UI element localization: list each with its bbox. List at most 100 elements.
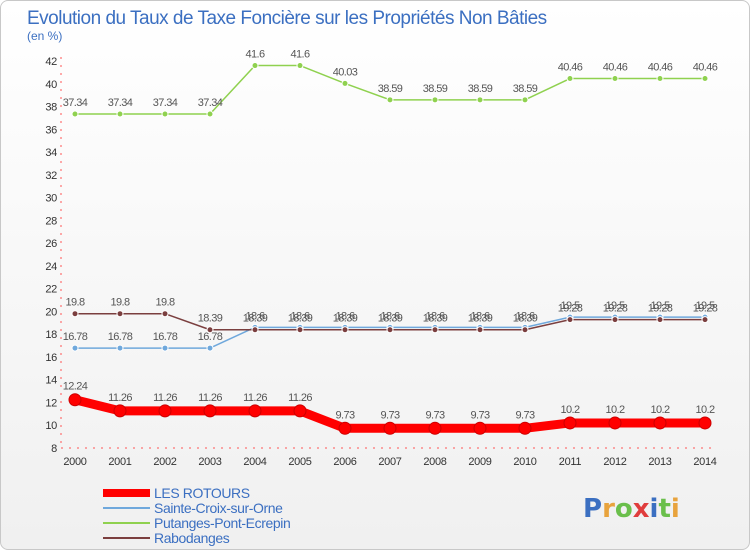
data-point xyxy=(68,393,82,407)
brand-letter: r xyxy=(602,494,615,524)
data-point xyxy=(248,404,262,418)
data-label: 19.5 xyxy=(560,300,579,312)
brand-letter: i xyxy=(671,494,680,524)
y-tick-label: 14 xyxy=(45,375,57,387)
data-point xyxy=(566,316,574,324)
data-point xyxy=(383,421,397,435)
y-tick-label: 42 xyxy=(45,56,57,68)
data-label: 16.78 xyxy=(198,331,223,343)
data-point xyxy=(338,421,352,435)
proxiti-logo: Proxiti xyxy=(583,494,680,524)
data-label: 38.59 xyxy=(423,83,448,95)
data-label: 19.28 xyxy=(603,303,628,315)
y-tick-label: 28 xyxy=(45,215,57,227)
data-label: 19.8 xyxy=(110,297,129,309)
data-point xyxy=(71,310,79,318)
data-label: 11.26 xyxy=(288,392,312,404)
data-label: 18.6 xyxy=(380,310,399,322)
y-tick-label: 8 xyxy=(51,443,57,455)
data-label: 40.46 xyxy=(558,62,583,74)
data-point xyxy=(476,326,484,334)
data-point xyxy=(161,110,169,118)
data-label: 18.39 xyxy=(243,313,268,325)
data-label: 16.78 xyxy=(153,331,178,343)
data-label: 40.46 xyxy=(603,62,628,74)
y-tick-label: 20 xyxy=(45,306,57,318)
data-point xyxy=(341,326,349,334)
data-label: 38.59 xyxy=(378,83,403,95)
x-tick-label: 2004 xyxy=(243,456,266,468)
y-tick-label: 30 xyxy=(45,193,57,205)
data-label: 9.73 xyxy=(380,409,399,421)
data-point xyxy=(116,344,124,352)
brand-letter: t xyxy=(658,494,670,524)
data-point xyxy=(473,421,487,435)
data-point xyxy=(71,110,79,118)
chart-subtitle: (en %) xyxy=(27,29,62,43)
data-point xyxy=(251,326,259,334)
data-label: 19.28 xyxy=(558,303,583,315)
y-tick-label: 34 xyxy=(45,147,57,159)
x-tick-label: 2005 xyxy=(288,456,311,468)
x-tick-label: 2002 xyxy=(153,456,176,468)
y-tick-label: 10 xyxy=(45,420,57,432)
data-label: 18.6 xyxy=(290,310,309,322)
legend-item: Rabodanges xyxy=(103,530,230,546)
data-label: 40.46 xyxy=(648,62,673,74)
data-label: 16.78 xyxy=(63,331,88,343)
x-tick-label: 2007 xyxy=(378,456,401,468)
data-point xyxy=(116,110,124,118)
y-tick-label: 12 xyxy=(45,397,57,409)
data-point xyxy=(206,110,214,118)
data-label: 18.39 xyxy=(333,313,358,325)
data-point xyxy=(116,310,124,318)
data-point xyxy=(161,344,169,352)
data-point xyxy=(158,404,172,418)
legend-label: Sainte-Croix-sur-Orne xyxy=(154,500,283,516)
data-label: 18.39 xyxy=(423,313,448,325)
data-point xyxy=(476,96,484,104)
data-label: 37.34 xyxy=(63,97,88,109)
data-label: 41.6 xyxy=(245,49,264,61)
data-label: 18.6 xyxy=(245,310,264,322)
legend-label: Rabodanges xyxy=(154,530,230,546)
data-point xyxy=(296,62,304,70)
data-label: 18.39 xyxy=(513,313,538,325)
data-label: 10.2 xyxy=(650,404,669,416)
data-point xyxy=(206,326,214,334)
data-label: 9.73 xyxy=(515,409,534,421)
data-label: 41.6 xyxy=(290,49,309,61)
data-label: 40.46 xyxy=(693,62,718,74)
data-point xyxy=(656,75,664,83)
data-label: 10.2 xyxy=(695,404,714,416)
series-les-rotours: 12.24 11.26 11.26 11.26 11.26 11.26 9.73 9.73 9.… xyxy=(63,381,716,435)
data-label: 19.8 xyxy=(155,297,174,309)
data-point xyxy=(698,416,712,430)
x-tick-label: 2009 xyxy=(468,456,491,468)
data-label: 9.73 xyxy=(470,409,489,421)
series-putanges-pont-ecrepin: 37.34 37.34 37.34 37.34 41.6 41.6 40.03 38.59 38… xyxy=(63,49,718,118)
data-point xyxy=(656,316,664,324)
data-point xyxy=(341,79,349,87)
chart-title: Evolution du Taux de Taxe Foncière sur l… xyxy=(27,8,547,29)
data-label: 11.26 xyxy=(243,392,267,404)
data-point xyxy=(428,421,442,435)
brand-letter: x xyxy=(633,494,650,524)
data-label: 38.59 xyxy=(468,83,493,95)
x-tick-label: 2013 xyxy=(648,456,671,468)
data-point xyxy=(701,316,709,324)
data-label: 37.34 xyxy=(198,97,223,109)
x-tick-label: 2000 xyxy=(63,456,86,468)
data-label: 16.78 xyxy=(108,331,133,343)
data-point xyxy=(161,310,169,318)
data-point xyxy=(251,62,259,70)
y-tick-label: 26 xyxy=(45,238,57,250)
data-point xyxy=(293,404,307,418)
data-label: 19.5 xyxy=(695,300,714,312)
data-point xyxy=(611,316,619,324)
x-tick-label: 2006 xyxy=(333,456,356,468)
data-label: 9.73 xyxy=(335,409,354,421)
data-point xyxy=(71,344,79,352)
